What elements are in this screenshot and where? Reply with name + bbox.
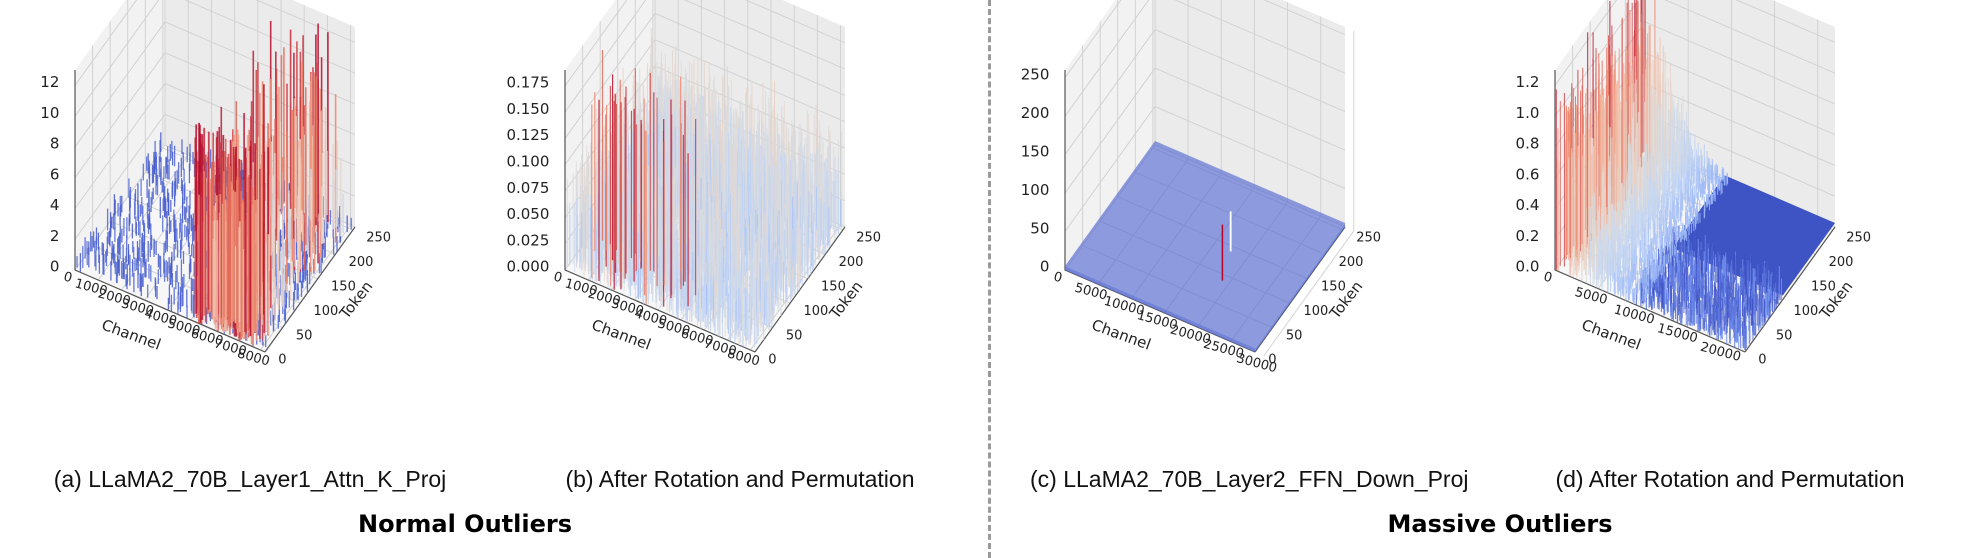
y-tick-label: 150: [821, 279, 846, 294]
z-tick-label: 0.100: [506, 152, 549, 170]
z-grid-line: [1064, 28, 1346, 155]
z-grid-line: [1064, 105, 1346, 232]
z-grid-line: [74, 52, 356, 178]
y-tick-label: 50: [1776, 328, 1793, 343]
y-tick-label: 50: [1286, 328, 1303, 343]
z-tick-label: 0.4: [1516, 196, 1540, 214]
z-tick-label: 0: [50, 258, 60, 276]
y-tick-label: 50: [786, 328, 803, 343]
z-tick-label: 0.000: [506, 258, 549, 276]
y-tick-label: 150: [1321, 279, 1346, 294]
left-pane: [1065, 0, 1155, 270]
y-tick-label: 250: [366, 231, 391, 246]
z-tick-label: 8: [50, 135, 60, 153]
z-tick-label: 0.050: [506, 205, 549, 223]
left-pane: [75, 0, 165, 270]
z-tick-label: 0.025: [506, 231, 549, 249]
z-tick-label: 0.175: [506, 74, 549, 92]
z-tick-label: 4: [50, 196, 60, 214]
z-tick-label: 50: [1030, 219, 1049, 237]
y-tick-label: 250: [1846, 231, 1871, 246]
y-tick-label: 100: [1303, 304, 1328, 319]
y-tick-label: 200: [349, 255, 374, 270]
z-grid-line: [1064, 0, 1346, 78]
surface-flat-front: [1065, 266, 1255, 352]
z-tick-label: 0.8: [1516, 135, 1540, 153]
z-tick-label: 150: [1021, 142, 1050, 160]
z-tick-label: 6: [50, 165, 60, 183]
z-tick-label: 250: [1021, 65, 1050, 83]
x-grid-line: [1263, 30, 1355, 357]
y-tick-label: 100: [313, 304, 338, 319]
y-tick-label: 150: [331, 279, 356, 294]
z-tick-label: 0.125: [506, 126, 549, 144]
surface-flat-side: [1255, 223, 1345, 352]
back-pane: [1155, 0, 1345, 227]
axis-line: [74, 70, 266, 353]
y-tick-label: 150: [1811, 279, 1836, 294]
z-grid-line: [1064, 67, 1346, 194]
z-grid-line: [564, 0, 846, 87]
y-tick-label: 100: [803, 304, 828, 319]
y-tick-label: 0: [1758, 353, 1766, 368]
z-tick-label: 0.150: [506, 100, 549, 118]
x-tick-label: 0: [1542, 270, 1554, 287]
axis-line: [1554, 70, 1746, 353]
z-grid-line: [1554, 0, 1836, 117]
z-tick-label: 0.2: [1516, 227, 1540, 245]
y-tick-label: 200: [1339, 255, 1364, 270]
axis-line: [1744, 226, 1836, 353]
z-tick-label: 1.2: [1516, 73, 1540, 91]
y-tick-label: 250: [856, 231, 881, 246]
x-tick-label: 0: [552, 270, 564, 287]
axis-line: [264, 226, 356, 353]
z-grid-line: [1064, 0, 1346, 117]
y-tick-label: 200: [839, 255, 864, 270]
z-tick-label: 12: [40, 73, 59, 91]
z-tick-label: 2: [50, 227, 60, 245]
surface-flat-top: [1672, 175, 1835, 296]
y-tick-label: 0: [278, 353, 286, 368]
z-tick-label: 0: [1040, 258, 1050, 276]
y-tick-label: 50: [296, 328, 313, 343]
back-pane: [1645, 0, 1835, 227]
y-tick-label: 0: [1268, 353, 1276, 368]
y-tick-label: 100: [1793, 304, 1818, 319]
axis-line: [564, 70, 756, 353]
surface-flat-top: [1065, 141, 1345, 348]
z-grid-line: [74, 0, 356, 117]
z-grid-line: [74, 0, 356, 86]
x-tick-label: 0: [62, 270, 74, 287]
z-tick-label: 100: [1021, 181, 1050, 199]
y-tick-label: 250: [1356, 231, 1381, 246]
z-tick-label: 10: [40, 104, 59, 122]
z-tick-label: 0.0: [1516, 258, 1540, 276]
z-tick-label: 0.6: [1516, 165, 1540, 183]
y-tick-label: 0: [768, 353, 776, 368]
x-tick-label: 0: [1052, 270, 1064, 287]
z-tick-label: 0.075: [506, 179, 549, 197]
y-tick-label: 200: [1829, 255, 1854, 270]
z-grid-line: [74, 21, 356, 148]
z-tick-label: 200: [1021, 104, 1050, 122]
z-grid-line: [1554, 0, 1836, 86]
z-tick-label: 1.0: [1516, 104, 1540, 122]
z-grid-line: [564, 0, 846, 113]
chart-c: 0500010000150002000025000300000501001502…: [1021, 0, 1381, 376]
